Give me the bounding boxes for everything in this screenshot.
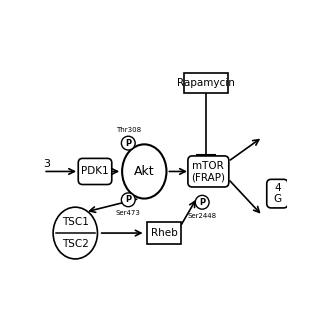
Circle shape <box>121 193 135 207</box>
Text: Ser2448: Ser2448 <box>188 213 217 219</box>
Ellipse shape <box>122 144 166 198</box>
Text: Thr308: Thr308 <box>116 127 141 132</box>
Ellipse shape <box>53 207 98 259</box>
FancyBboxPatch shape <box>267 179 288 208</box>
Text: TSC1: TSC1 <box>62 217 89 227</box>
Text: 3: 3 <box>43 159 50 169</box>
Bar <box>147 222 181 244</box>
Text: TSC2: TSC2 <box>62 239 89 249</box>
Text: PDK1: PDK1 <box>81 166 109 176</box>
Circle shape <box>195 195 209 209</box>
Circle shape <box>121 136 135 150</box>
Text: Akt: Akt <box>134 165 155 178</box>
Bar <box>184 73 228 92</box>
Text: Rheb: Rheb <box>151 228 177 238</box>
Text: 4
G: 4 G <box>273 183 281 204</box>
Text: Ser473: Ser473 <box>116 210 141 216</box>
Text: P: P <box>125 139 131 148</box>
FancyBboxPatch shape <box>78 158 112 185</box>
FancyBboxPatch shape <box>188 156 229 187</box>
Text: mTOR
(FRAP): mTOR (FRAP) <box>191 161 225 182</box>
Text: P: P <box>125 195 131 204</box>
Text: Rapamycin: Rapamycin <box>177 78 235 88</box>
Text: P: P <box>199 198 205 207</box>
